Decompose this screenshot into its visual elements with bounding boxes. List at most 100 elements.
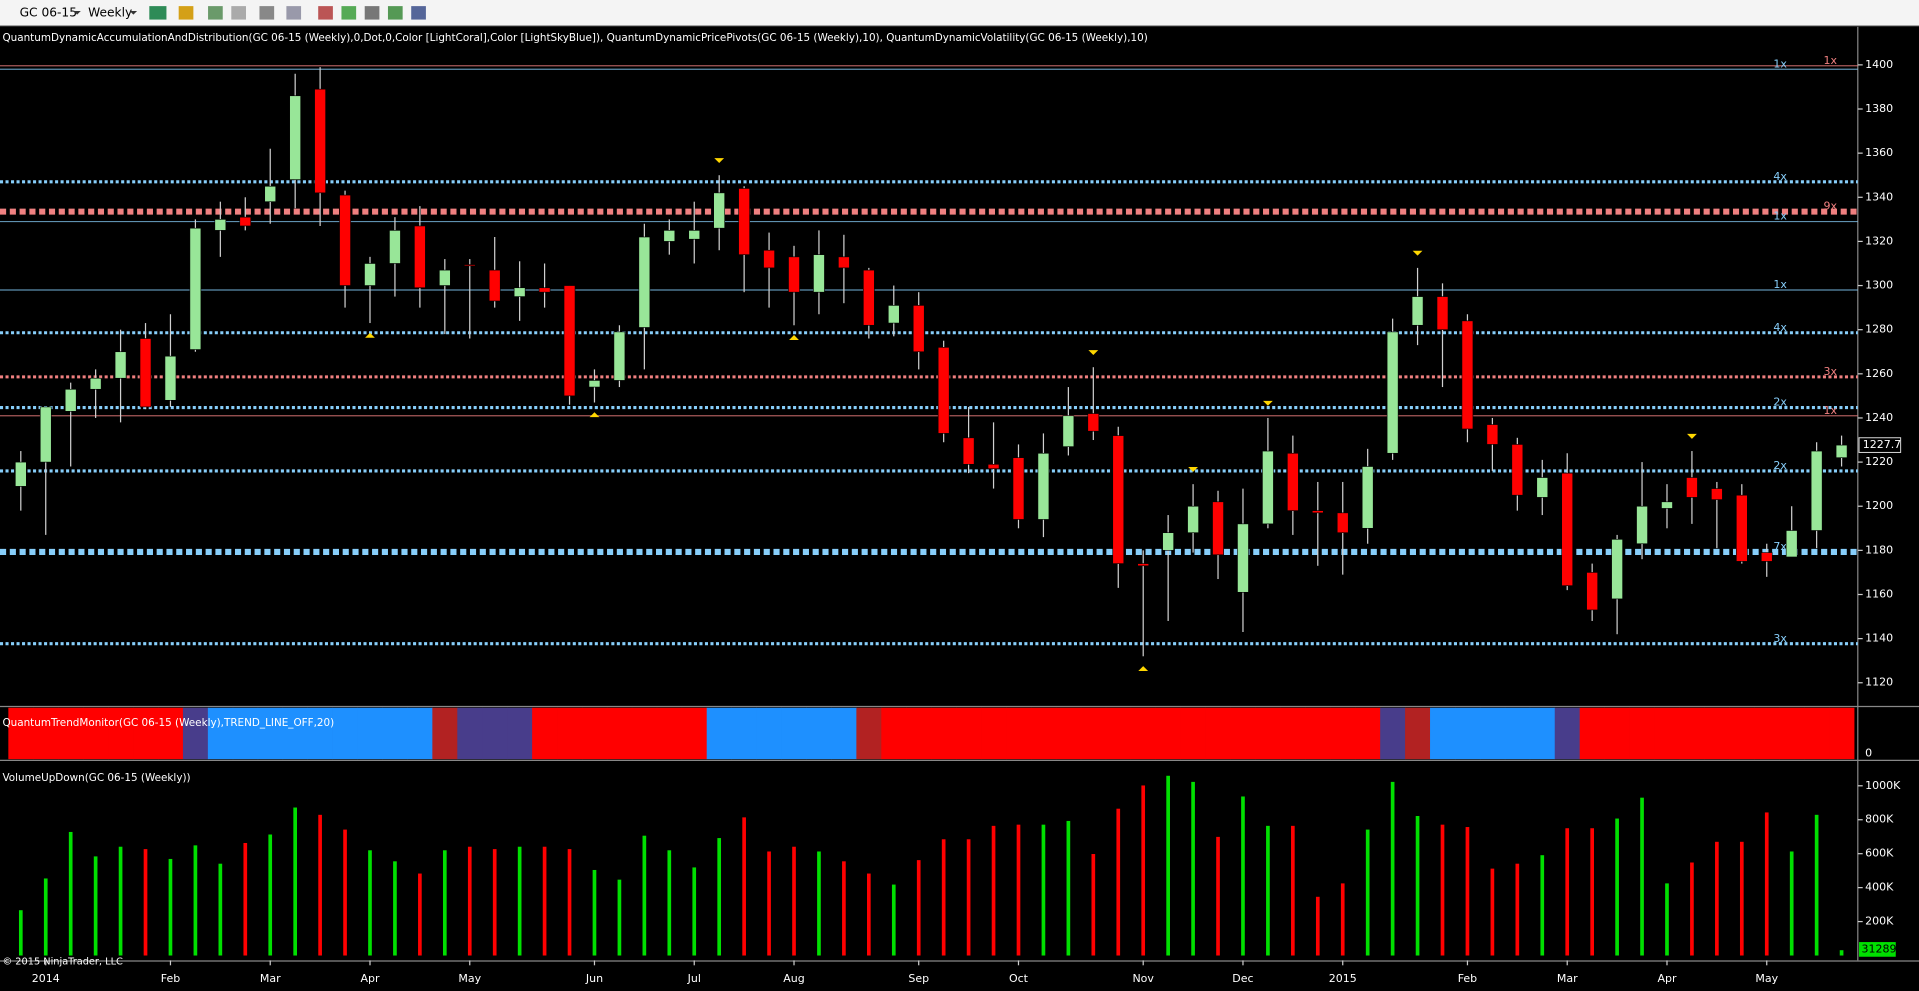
x-tick-label: Apr xyxy=(1657,972,1677,985)
volume-bar xyxy=(218,863,223,956)
volume-bar xyxy=(617,879,622,956)
trend-segment xyxy=(1804,707,1830,760)
trend-segment xyxy=(1629,707,1655,760)
candle-body xyxy=(1287,452,1299,511)
x-tick-label: Apr xyxy=(360,972,380,985)
draw-tool-button[interactable] xyxy=(178,6,194,20)
candle-body xyxy=(1611,539,1623,600)
trend-segment xyxy=(1554,707,1581,760)
x-tick-label: Mar xyxy=(1557,972,1578,985)
trend-segment xyxy=(631,707,658,760)
properties-button[interactable] xyxy=(341,6,357,20)
candle-body xyxy=(538,287,551,293)
indicator-button[interactable] xyxy=(208,6,223,20)
template-button[interactable] xyxy=(387,6,403,20)
zoom-button[interactable] xyxy=(286,6,302,20)
volume-bar xyxy=(692,867,697,956)
trend-segment xyxy=(58,707,84,760)
volume-bar xyxy=(1715,841,1719,956)
volume-bar xyxy=(143,849,148,956)
volume-bar xyxy=(966,839,971,956)
volume-bar xyxy=(567,849,572,956)
volume-bar xyxy=(1540,855,1545,956)
interval-dropdown[interactable] xyxy=(129,11,138,15)
candle-body xyxy=(1760,552,1773,562)
candle-body xyxy=(1212,501,1224,556)
pivot-low-marker xyxy=(1138,666,1149,671)
trend-segment xyxy=(382,707,408,760)
candle-body xyxy=(314,88,326,194)
data-box-button[interactable] xyxy=(318,6,333,20)
level-label: 9x xyxy=(1824,200,1838,213)
trend-segment xyxy=(257,707,284,760)
indicator-label: QuantumDynamicAccumulationAndDistributio… xyxy=(2,32,1147,44)
y-tick-label: 1400 xyxy=(1865,58,1893,71)
volume-bar xyxy=(1315,896,1320,956)
chart-style-button[interactable] xyxy=(149,6,167,20)
trend-segment xyxy=(1080,707,1107,760)
y-tick-label: 1340 xyxy=(1865,190,1893,203)
trend-segment xyxy=(1030,707,1057,760)
trend-segment xyxy=(1579,707,1605,760)
candle-body xyxy=(1187,505,1199,534)
y-tick-label: 200K xyxy=(1865,915,1894,928)
volume-bar xyxy=(1016,824,1021,956)
x-tick-label: 2014 xyxy=(32,972,60,985)
candle-body xyxy=(1087,413,1100,432)
candle-body xyxy=(788,256,800,293)
interval-selector[interactable]: Weekly xyxy=(88,5,132,19)
trend-segment xyxy=(906,707,932,760)
candle-body xyxy=(463,264,476,267)
trend-segment xyxy=(656,707,683,760)
trend-segment xyxy=(1479,707,1506,760)
indicator-label: VolumeUpDown(GC 06-15 (Weekly)) xyxy=(2,772,190,784)
trend-segment xyxy=(557,707,583,760)
window-button[interactable] xyxy=(411,6,426,20)
candle-body xyxy=(1735,494,1748,562)
volume-bar xyxy=(1615,818,1619,956)
volume-bar xyxy=(1640,797,1644,956)
volume-bar xyxy=(742,817,746,956)
last-volume-label: 31289 xyxy=(1861,942,1896,955)
volume-bar xyxy=(767,851,771,956)
candle-body xyxy=(264,185,277,202)
candle-body xyxy=(688,230,701,240)
pivot-low-marker xyxy=(789,335,799,340)
candle-body xyxy=(588,380,601,388)
symbol-selector[interactable]: GC 06-15 xyxy=(20,5,77,19)
pivot-high-marker xyxy=(1188,467,1198,472)
trend-segment xyxy=(1704,707,1730,760)
symbol-dropdown[interactable] xyxy=(73,11,81,15)
trend-segment xyxy=(1430,707,1456,760)
volume-bar xyxy=(1091,854,1096,956)
x-tick-label: Feb xyxy=(1458,972,1477,985)
volume-bar xyxy=(193,845,198,956)
x-tick-label: May xyxy=(458,972,481,985)
trend-segment xyxy=(1779,707,1805,760)
trend-segment xyxy=(133,707,159,760)
candle-body xyxy=(114,351,127,379)
candle-body xyxy=(513,287,526,297)
cursor-button[interactable] xyxy=(259,6,275,20)
volume-bar xyxy=(1440,824,1445,956)
volume-bar xyxy=(293,807,298,956)
volume-bar xyxy=(1116,808,1121,956)
trend-segment xyxy=(1255,707,1281,760)
x-tick-label: Jun xyxy=(585,972,603,985)
trend-segment xyxy=(781,707,807,760)
trend-segment xyxy=(931,707,957,760)
candle-body xyxy=(1661,501,1673,509)
trend-segment xyxy=(1130,707,1157,760)
x-tick-label: Aug xyxy=(783,972,804,985)
candle-body xyxy=(289,95,301,180)
volume-bar xyxy=(1266,825,1270,956)
volume-bar xyxy=(118,846,123,956)
trend-segment xyxy=(457,707,483,760)
snapshot-button[interactable] xyxy=(364,6,380,20)
strategy-button[interactable] xyxy=(231,6,246,20)
level-label: 2x xyxy=(1773,396,1787,409)
volume-bar xyxy=(43,878,48,956)
level-label: 2x xyxy=(1773,459,1787,472)
trend-segment xyxy=(108,707,134,760)
trend-segment xyxy=(1604,707,1630,760)
